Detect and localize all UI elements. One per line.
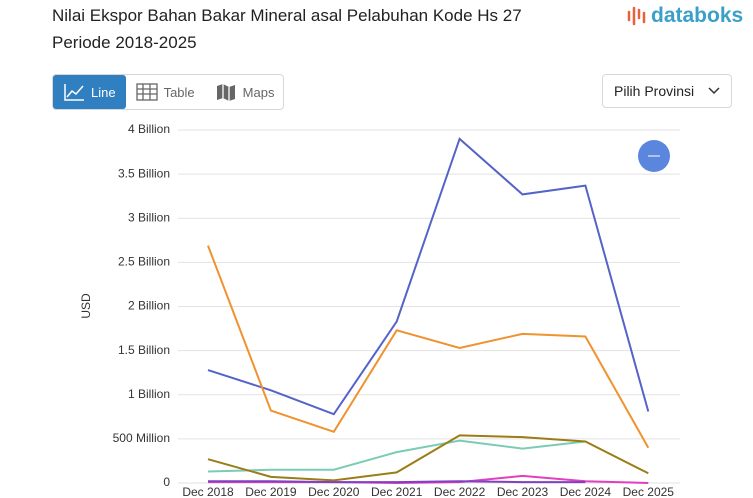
y-tick-label: 3.5 Billion [118,166,170,180]
tab-maps[interactable]: Maps [205,75,285,109]
tab-label: Line [91,84,116,100]
x-tick-label: Dec 2019 [245,485,297,498]
logo: databoks [626,4,743,28]
x-tick-label: Dec 2018 [182,485,234,498]
series-line [207,137,650,416]
y-tick-label: 2.5 Billion [118,255,170,269]
tab-label: Maps [242,84,275,100]
y-tick-label: 0 [163,475,170,489]
x-tick-label: Dec 2021 [371,485,423,498]
x-tick-label: Dec 2020 [308,485,360,498]
chart: USD 0 500 Million 1 Billion 1.5 Billion 2 Bi… [79,122,680,498]
y-axis-label: USD [79,293,93,319]
y-tick-label: 4 Billion [128,122,170,136]
x-tick-label: Dec 2024 [560,485,612,498]
x-tick-label: Dec 2022 [434,485,486,498]
y-tick-label: 3 Billion [128,210,170,224]
province-dropdown[interactable]: Pilih Provinsi [602,74,732,108]
series-line [207,439,586,473]
y-tick-label: 500 Million [113,431,170,445]
y-tick-label: 2 Billion [128,299,170,313]
series-line [207,434,649,482]
y-tick-label: 1 Billion [128,387,170,401]
series-line [208,480,586,484]
tab-line[interactable]: Line [53,75,126,109]
table-icon [135,83,158,101]
map-icon [216,84,235,101]
tab-label: Table [163,84,195,100]
line-icon [64,84,84,101]
tab-table[interactable]: Table [126,75,205,109]
chevron [708,87,720,95]
x-tick-label: Dec 2023 [497,485,549,498]
logo-text: databoks [651,4,744,27]
series-line [207,245,650,449]
chart-title: Nilai Ekspor Bahan Bakar Mineral asal Pe… [52,6,522,52]
y-tick-label: 1.5 Billion [118,343,170,357]
x-tick-label: Dec 2025 [623,485,675,498]
dropdown-label: Pilih Provinsi [614,83,695,99]
logo-icon [627,6,646,26]
view-tabs: Line Table Maps [52,74,284,110]
